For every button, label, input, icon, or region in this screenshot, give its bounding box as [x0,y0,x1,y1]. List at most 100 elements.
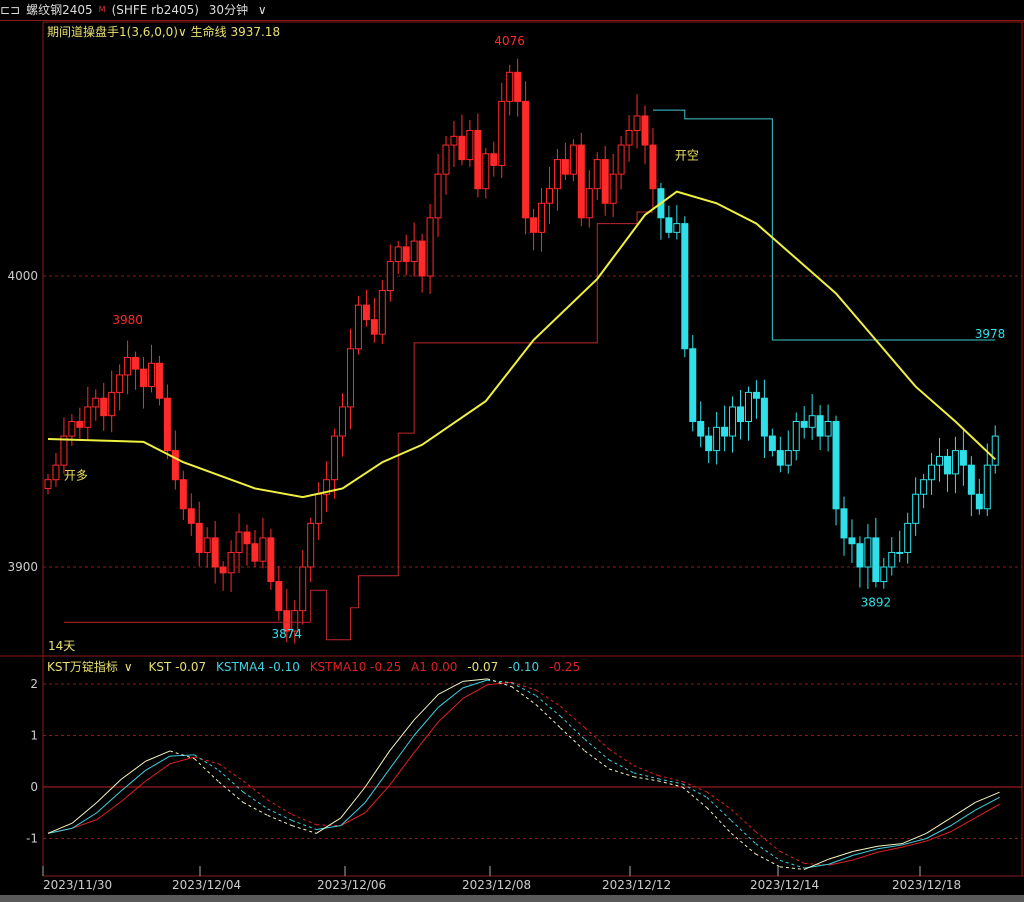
kstma10-line [218,763,244,782]
candle-body [633,115,641,131]
candle-body [625,130,633,146]
candle-body [267,537,275,583]
kstma10-line [145,763,171,782]
kst-line [779,866,805,870]
candle-body [681,223,689,350]
candle-body [251,543,259,562]
candle-body [649,144,657,190]
kst-indicator-name: KST万锭指标 [47,660,118,674]
candle-body [983,464,991,510]
candle-body [792,421,800,452]
kst-line [316,817,342,834]
kst-line [389,719,415,752]
kst-line [267,814,293,827]
candle-body [617,144,625,175]
candle-body [490,153,498,166]
candle-body [856,543,864,568]
chevron-down-icon: ∨ [177,25,187,39]
kstma10-value: KSTMA10 -0.25 [309,660,402,674]
kst-line [291,825,317,834]
kstma10-line [72,819,97,829]
x-tick-label: 2023/12/18 [892,878,961,892]
kstma4-line [974,796,1000,811]
kst-line [828,850,854,860]
menu-icon[interactable]: ⊏⊐ [0,3,21,17]
kstma4-line [657,778,683,785]
kst-line [730,832,756,855]
kst-v2: -0.10 [508,660,540,674]
candle-body [912,493,920,524]
kst-line [413,693,439,721]
candle-body [601,159,609,204]
kst-line [755,853,781,868]
kst-y-tick-label: -1 [26,832,38,846]
kstma4-line [682,783,708,798]
kstma4-line [706,796,732,821]
kst-line [47,822,73,834]
life-line [47,190,996,499]
kstma10-line [706,791,732,810]
symbol-code: (SHFE rb2405) [111,3,199,17]
kstma4-line [487,679,512,684]
kst-line [96,778,122,803]
chevron-down-icon: ∨ [257,3,267,17]
kst-line [169,750,195,760]
candle-body [872,537,880,583]
kstma10-line [657,775,683,782]
period-select[interactable]: 30分钟 ∨ [209,3,273,17]
kst-line [633,776,659,782]
kstma10-line [389,752,415,786]
candle-body [737,406,745,423]
horizontal-scrollbar[interactable] [0,895,1024,902]
candle-body [506,71,514,102]
kst-indicator-select[interactable]: KST万锭指标 ∨ [47,660,139,674]
kstma4-line [218,769,244,793]
kstma4-line [950,809,976,827]
candle-body [928,464,936,481]
kstma4-line [316,825,341,830]
price-annotation: 3980 [112,313,143,327]
kst-line [462,678,488,682]
indicator-select[interactable]: 期间道操盘手1(3,6,0,0)∨ [47,25,187,39]
kstma10-line [901,840,927,848]
kst-y-tick-label: 0 [30,780,38,794]
kst-line [560,727,586,752]
candle-body [522,100,530,219]
kst-line [364,750,391,788]
kst-line [901,832,927,845]
price-annotation: 3978 [975,327,1006,341]
kstma4-line [853,848,878,856]
candle-body [673,223,681,233]
kstma10-line [511,681,537,691]
candle-body [920,479,928,495]
kstma4-line [901,838,927,846]
candle-body [402,246,410,262]
candle-body [60,435,68,466]
candle-body [896,551,904,554]
kstma10-line [877,846,903,853]
kstma4-line [438,687,464,708]
candle-body [641,115,649,146]
candle-body [331,435,339,481]
kstma4-line [340,802,366,826]
candle-body [434,173,442,219]
kst-line [706,807,732,834]
kstma4-line [413,706,439,736]
candle-body [315,493,323,524]
candle-body [195,522,203,553]
candle-body [418,240,426,277]
kst-legend: KST万锭指标 ∨ KST -0.07 KSTMA4 -0.10 KSTMA10 … [47,660,586,674]
candle-body [967,464,975,495]
candle-body [951,450,959,475]
kstma4-line [96,790,122,814]
candle-body [394,246,402,262]
candle-body [824,421,832,437]
candle-body [665,217,673,233]
price-annotation: 3874 [272,627,303,641]
kst-line [340,786,366,819]
kstma4-line [828,854,854,865]
kst-line [438,680,464,695]
candle-body [140,368,148,388]
kst-v1: -0.07 [467,660,499,674]
